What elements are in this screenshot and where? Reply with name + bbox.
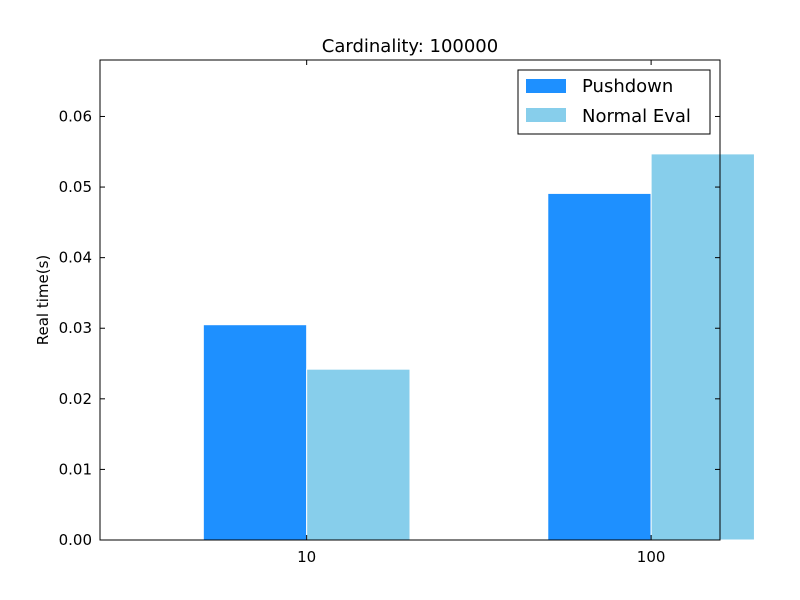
plot-frame xyxy=(99,59,721,541)
ticks-layer: 0.00 0.01 0.02 0.03 0.04 0.05 0.06 10 100 xyxy=(59,60,720,566)
y-tick-label: 0.02 xyxy=(59,390,92,408)
chart-title: Cardinality: 100000 xyxy=(322,36,498,57)
bars-layer xyxy=(202,153,755,541)
y-tick-label: 0.05 xyxy=(59,178,92,196)
bar-normal-eval-100 xyxy=(650,153,755,541)
bar-normal-eval-10 xyxy=(306,368,411,541)
bar-pushdown-10 xyxy=(202,324,308,541)
x-tick-label: 10 xyxy=(297,548,316,566)
y-tick-label: 0.01 xyxy=(59,460,92,478)
y-tick-label: 0.06 xyxy=(59,107,92,125)
bar-pushdown-100 xyxy=(547,192,652,541)
y-axis-label: Real time(s) xyxy=(34,255,52,346)
legend-swatch-pushdown xyxy=(526,79,566,93)
legend-swatch-normal-eval xyxy=(526,108,566,122)
legend: Pushdown Normal Eval xyxy=(517,69,711,135)
legend-label-normal-eval: Normal Eval xyxy=(582,106,691,127)
x-tick-label: 100 xyxy=(637,548,666,566)
legend-label-pushdown: Pushdown xyxy=(582,76,673,97)
y-tick-label: 0.03 xyxy=(59,319,92,337)
y-tick-label: 0.04 xyxy=(59,249,92,267)
y-tick-label: 0.00 xyxy=(59,531,92,549)
